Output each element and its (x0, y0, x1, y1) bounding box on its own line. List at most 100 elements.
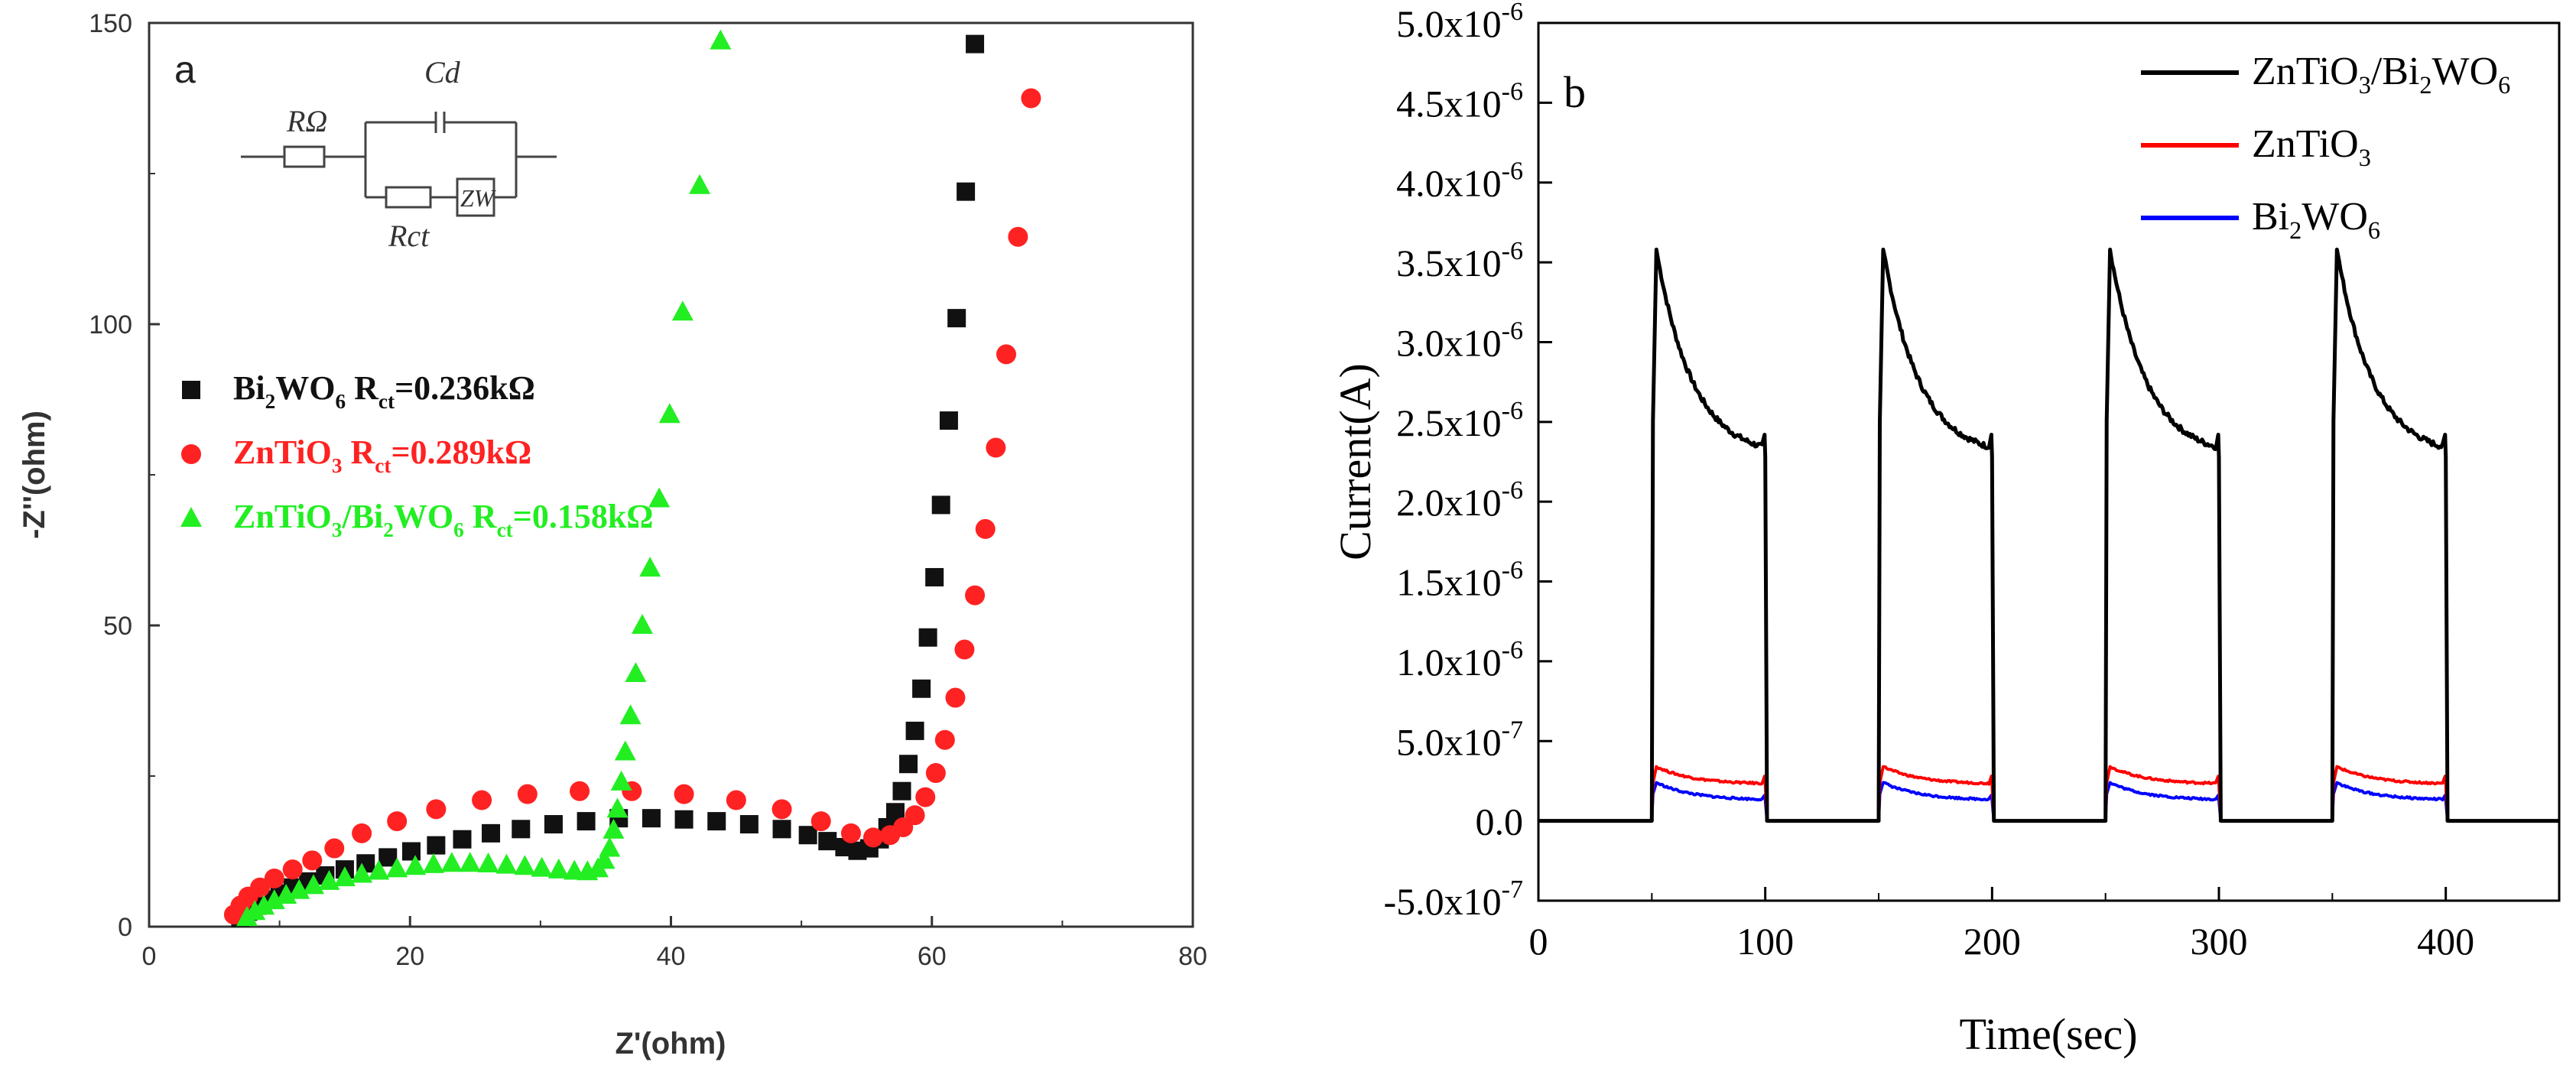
data-point-zntio3 (726, 790, 746, 810)
data-point-zntio3 (934, 729, 955, 750)
panel-b-y-tick-label: 1.5x10-6 (1396, 557, 1523, 604)
circuit-label-rct: Rct (388, 219, 430, 253)
panel-b-x-tick-label: 100 (1736, 920, 1794, 963)
panel-b-label: b (1564, 67, 1586, 117)
data-point-zntio3-bi2wo6 (263, 889, 285, 910)
panel-a-x-tick-label: 0 (142, 942, 157, 971)
data-point-zntio3 (324, 838, 345, 859)
data-point-zntio3-bi2wo6 (710, 29, 732, 50)
data-point-zntio3-bi2wo6 (440, 852, 463, 872)
data-point-bi2wo6 (512, 820, 531, 839)
panel-b-y-tick-label: 5.0x10-6 (1396, 0, 1523, 45)
panel-a-ylabel: -Z''(ohm) (18, 411, 51, 539)
data-point-zntio3-bi2wo6 (351, 862, 373, 883)
data-point-bi2wo6 (905, 721, 924, 740)
data-point-zntio3-bi2wo6 (333, 866, 356, 887)
panel-b-y-tick-label: 1.0x10-6 (1396, 636, 1523, 684)
data-point-zntio3 (264, 868, 284, 888)
panel-b-x-tick-label: 0 (1529, 920, 1548, 963)
data-point-bi2wo6 (772, 820, 791, 839)
legend-marker-zntio3-bi2wo6 (180, 507, 202, 527)
data-point-zntio3 (426, 799, 447, 820)
panel-a-y-tick-label: 150 (89, 9, 132, 38)
legend-label-zntio3: ZnTiO3 Rct=0.289kΩ (233, 434, 531, 477)
data-point-zntio3-bi2wo6 (603, 818, 625, 839)
panel-a-y-tick-label: 50 (103, 612, 132, 641)
circuit-label-cd: Cd (424, 55, 461, 89)
data-point-bi2wo6 (918, 628, 937, 647)
legend-marker-zntio3 (181, 444, 201, 464)
circuit-label-zw: ZW (460, 184, 497, 212)
panel-a-x-tick-label: 80 (1178, 942, 1207, 971)
data-point-bi2wo6 (892, 781, 911, 801)
data-point-zntio3 (1021, 88, 1041, 109)
data-point-zntio3-bi2wo6 (614, 740, 636, 761)
panel-b-ylabel: Current(A) (1330, 363, 1380, 560)
data-point-zntio3-bi2wo6 (547, 858, 570, 879)
data-point-bi2wo6 (544, 815, 563, 834)
data-point-zntio3 (517, 784, 538, 804)
data-point-zntio3 (840, 823, 861, 843)
panel-b-x-tick-label: 200 (1964, 920, 2021, 963)
data-point-zntio3 (1008, 226, 1028, 247)
data-point-bi2wo6 (931, 495, 950, 515)
data-point-zntio3-bi2wo6 (619, 704, 642, 725)
data-point-bi2wo6 (957, 182, 976, 201)
data-point-zntio3 (352, 823, 372, 843)
data-point-zntio3-bi2wo6 (514, 855, 536, 875)
data-point-zntio3-bi2wo6 (639, 557, 661, 577)
legend-marker-bi2wo6 (182, 381, 200, 399)
panel-b-y-tick-label: 3.0x10-6 (1396, 317, 1523, 364)
data-point-zntio3-bi2wo6 (302, 874, 324, 895)
data-point-bi2wo6 (427, 836, 446, 855)
data-point-bi2wo6 (925, 567, 944, 586)
data-point-zntio3-bi2wo6 (631, 614, 653, 634)
data-point-zntio3-bi2wo6 (318, 869, 340, 890)
panel-a-y-tick-label: 0 (118, 913, 132, 942)
panel-b-y-tick-label: 5.0x10-7 (1396, 716, 1523, 763)
data-point-bi2wo6 (939, 411, 958, 430)
data-point-zntio3 (674, 784, 694, 804)
data-point-zntio3 (945, 687, 966, 708)
circuit-label-r-omega: RΩ (286, 104, 327, 138)
data-point-zntio3-bi2wo6 (495, 853, 518, 874)
data-point-bi2wo6 (642, 809, 661, 828)
panel-b-y-tick-label: 3.5x10-6 (1396, 237, 1523, 284)
legend-label-zntio3-bi2wo6: ZnTiO3/Bi2WO6 (2252, 50, 2510, 99)
data-point-zntio3-bi2wo6 (386, 857, 408, 878)
panel-a-label: a (174, 48, 196, 91)
panel-a-x-tick-label: 20 (395, 942, 424, 971)
data-point-zntio3-bi2wo6 (368, 859, 390, 880)
data-point-zntio3 (996, 344, 1017, 365)
data-point-bi2wo6 (577, 812, 596, 831)
data-point-zntio3-bi2wo6 (244, 900, 266, 921)
panel-b-x-tick-label: 400 (2417, 920, 2474, 963)
panel-b-xlabel: Time(sec) (1959, 1009, 2137, 1059)
panel-b-y-tick-label: 0.0 (1476, 801, 1524, 843)
data-point-bi2wo6 (482, 823, 501, 843)
data-point-bi2wo6 (798, 826, 817, 845)
data-point-zntio3 (387, 811, 408, 832)
data-point-zntio3-bi2wo6 (671, 300, 694, 321)
data-point-bi2wo6 (674, 810, 694, 829)
panel-b-y-tick-label: 4.0x10-6 (1396, 158, 1523, 205)
data-point-bi2wo6 (899, 755, 918, 774)
panel-b-y-tick-label: 2.5x10-6 (1396, 397, 1523, 444)
data-point-zntio3 (570, 781, 590, 801)
data-point-zntio3 (965, 585, 986, 606)
panel-b-photocurrent-chart: b 0 100 200 300 400 5.0x10-6 4.5x10-6 4.0x10-6 3… (1330, 0, 2561, 1059)
panel-a-plot-frame (148, 21, 1194, 928)
data-point-bi2wo6 (401, 842, 421, 861)
panel-b-y-tick-label: 4.5x10-6 (1396, 77, 1523, 125)
data-point-zntio3 (905, 805, 925, 826)
panel-a-x-tick-label: 60 (918, 942, 947, 971)
data-point-bi2wo6 (739, 815, 759, 834)
legend-label-bi2wo6: Bi2WO6 (2252, 195, 2380, 244)
data-point-zntio3 (810, 811, 831, 832)
data-point-zntio3-bi2wo6 (593, 849, 616, 869)
panel-b-y-tick-label: 2.0x10-6 (1396, 476, 1523, 524)
data-point-zntio3-bi2wo6 (477, 853, 499, 873)
panel-b-x-tick-label: 300 (2191, 920, 2248, 963)
data-point-zntio3 (925, 763, 946, 784)
data-point-zntio3 (302, 850, 323, 871)
